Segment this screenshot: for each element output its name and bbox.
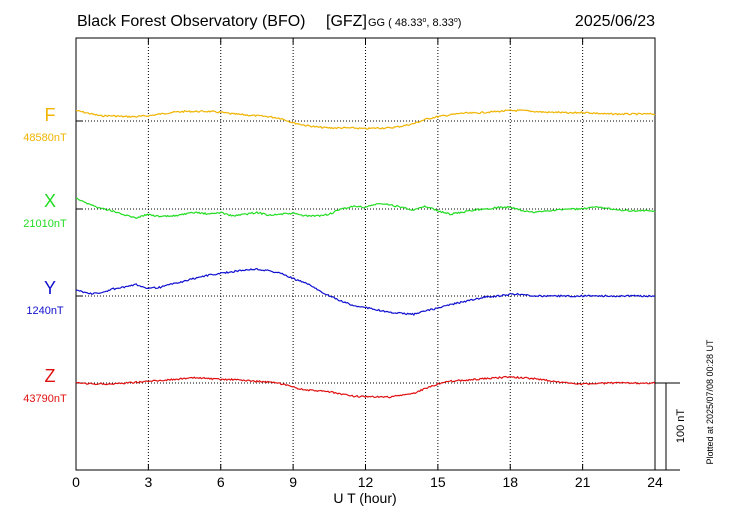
x-axis-label: U T (hour) xyxy=(333,490,396,506)
scale-bar: 100 nT xyxy=(655,382,687,471)
x-tick-label-15: 15 xyxy=(430,474,446,490)
trace-y xyxy=(75,267,656,316)
trace-z xyxy=(75,375,656,399)
series-traces xyxy=(75,109,656,399)
baseline-value-y: 1240nT xyxy=(26,305,64,317)
latitude-value: 48.33 xyxy=(395,17,423,29)
x-tick-label-21: 21 xyxy=(575,474,591,490)
baseline-value-x: 21010nT xyxy=(23,218,67,230)
longitude-value: 8.33 xyxy=(432,17,453,29)
x-axis-ticks: 0 3 6 9 12 15 18 21 24 xyxy=(72,38,663,490)
x-tick-label-3: 3 xyxy=(144,474,152,490)
coordinate-system: GG xyxy=(368,17,385,29)
x-tick-label-12: 12 xyxy=(358,474,374,490)
series-label-x: X xyxy=(44,191,56,211)
series-label-y: Y xyxy=(44,278,56,298)
component-labels: F 48580nT X 21010nT Y 1240nT Z 43790nT xyxy=(23,105,67,405)
scale-bar-label: 100 nT xyxy=(675,409,687,444)
x-tick-label-9: 9 xyxy=(289,474,297,490)
x-tick-label-0: 0 xyxy=(72,474,80,490)
org-label: [GFZ] xyxy=(326,13,367,30)
baseline-value-f: 48580nT xyxy=(23,132,67,144)
coordinates-label: GG ( 48.33o, 8.33o) xyxy=(368,17,461,29)
baseline-value-z: 43790nT xyxy=(23,393,67,405)
trace-f xyxy=(75,109,656,130)
series-label-f: F xyxy=(45,105,56,125)
series-label-z: Z xyxy=(45,366,56,386)
x-tick-label-6: 6 xyxy=(217,474,225,490)
grid-lines xyxy=(76,38,655,470)
x-tick-label-24: 24 xyxy=(647,474,663,490)
trace-x xyxy=(75,197,656,219)
chart-date: 2025/06/23 xyxy=(575,13,655,30)
plotted-timestamp: Plotted at 2025/07/08 00:28 UT xyxy=(705,339,715,465)
chart-title: Black Forest Observatory (BFO) xyxy=(77,13,306,30)
x-tick-label-18: 18 xyxy=(502,474,518,490)
